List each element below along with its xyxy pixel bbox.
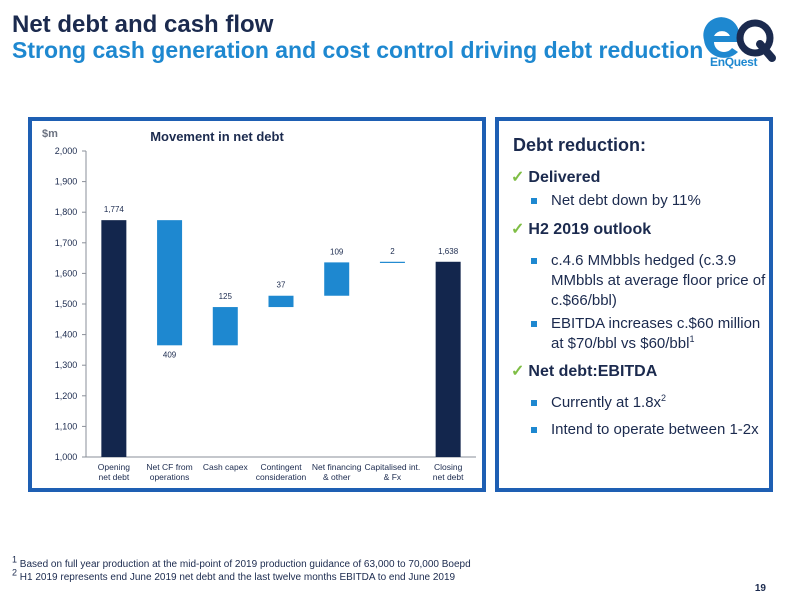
y-tick-label: 1,300 xyxy=(55,360,78,370)
bullet-text-with-sup: EBITDA increases c.$60 million at $70/bb… xyxy=(551,315,761,352)
waterfall-chart: Movement in net debt $m 1,000 1,100 1,200 1,3… xyxy=(42,128,476,482)
section-net-debt-ebitda: ✓ Net debt:EBITDA xyxy=(511,361,657,381)
chart-title: Movement in net debt xyxy=(150,129,284,144)
x-tick-label: net debt xyxy=(433,472,464,482)
y-tick-label: 1,000 xyxy=(55,452,78,462)
page-title: Net debt and cash flow xyxy=(12,11,274,38)
y-tick-label: 1,900 xyxy=(55,177,78,187)
x-tick-label: Cash capex xyxy=(203,462,249,472)
y-tick-label: 1,400 xyxy=(55,330,78,340)
section-delivered: ✓ Delivered xyxy=(511,167,600,187)
waterfall-bar xyxy=(379,261,405,263)
waterfall-bar xyxy=(324,262,350,296)
section-outlook: ✓ H2 2019 outlook xyxy=(511,219,651,239)
y-tick-label: 1,600 xyxy=(55,268,78,278)
bullet-text: c.4.6 MMbbls hedged (c.3.9 MMbbls at ave… xyxy=(551,252,766,309)
x-tick-label: Capitalised int. xyxy=(365,462,421,472)
bullet-square-icon xyxy=(531,400,537,406)
y-axis-label: $m xyxy=(42,128,58,140)
x-tick-label: & Fx xyxy=(384,472,402,482)
check-icon: ✓ xyxy=(511,169,525,186)
page-subtitle: Strong cash generation and cost control … xyxy=(12,37,704,63)
x-tick-label: consideration xyxy=(256,472,307,482)
x-tick-label: Closing xyxy=(434,462,463,472)
bullet-text-with-sup: Currently at 1.8x2 xyxy=(551,393,667,412)
check-icon: ✓ xyxy=(511,363,525,380)
debt-reduction-panel: Debt reduction: ✓ Delivered Net debt down… xyxy=(495,117,773,492)
x-tick-label: Net CF from xyxy=(146,462,192,472)
waterfall-bar xyxy=(212,307,238,346)
footnote-2: 2 H1 2019 represents end June 2019 net d… xyxy=(12,567,456,583)
bullet-square-icon xyxy=(531,321,537,327)
chart-panel: Movement in net debt $m 1,000 1,100 1,200 1,3… xyxy=(28,117,486,492)
data-label: 1,638 xyxy=(438,247,459,256)
data-label: 109 xyxy=(330,247,344,256)
data-label: 1,774 xyxy=(104,205,125,214)
enquest-logo-icon xyxy=(703,17,776,62)
y-tick-label: 1,500 xyxy=(55,299,78,309)
page-number: 19 xyxy=(754,583,766,594)
x-tick-label: Opening xyxy=(98,462,130,472)
y-tick-label: 2,000 xyxy=(55,146,78,156)
check-icon: ✓ xyxy=(511,221,525,238)
y-tick-label: 1,800 xyxy=(55,207,78,217)
data-label: 409 xyxy=(163,350,177,359)
x-tick-label: net debt xyxy=(98,472,129,482)
y-tick-label: 1,200 xyxy=(55,391,78,401)
y-tick-label: 1,700 xyxy=(55,238,78,248)
bullet-text: Intend to operate between 1-2x xyxy=(551,421,759,438)
data-label: 37 xyxy=(277,281,286,290)
x-tick-label: Net financing xyxy=(312,462,362,472)
x-tick-label: & other xyxy=(323,472,351,482)
waterfall-bar xyxy=(435,261,461,457)
logo-wordmark: EnQuest xyxy=(710,55,758,69)
waterfall-bar xyxy=(157,220,183,346)
section-title: H2 2019 outlook xyxy=(528,221,652,238)
bullet-square-icon xyxy=(531,258,537,264)
data-label: 125 xyxy=(219,292,233,301)
bullet-square-icon xyxy=(531,198,537,204)
y-tick-label: 1,100 xyxy=(55,421,78,431)
data-label: 2 xyxy=(390,247,395,256)
bullet-text: Net debt down by 11% xyxy=(551,192,701,209)
waterfall-bar xyxy=(268,295,294,308)
x-tick-label: Contingent xyxy=(260,462,302,472)
footnote-1: 1 Based on full year production at the m… xyxy=(12,554,471,570)
panel-heading: Debt reduction: xyxy=(513,135,646,155)
x-tick-label: operations xyxy=(150,472,190,482)
section-title: Net debt:EBITDA xyxy=(528,363,658,380)
bullet-square-icon xyxy=(531,427,537,433)
section-title: Delivered xyxy=(528,169,601,186)
waterfall-bar xyxy=(101,220,127,457)
